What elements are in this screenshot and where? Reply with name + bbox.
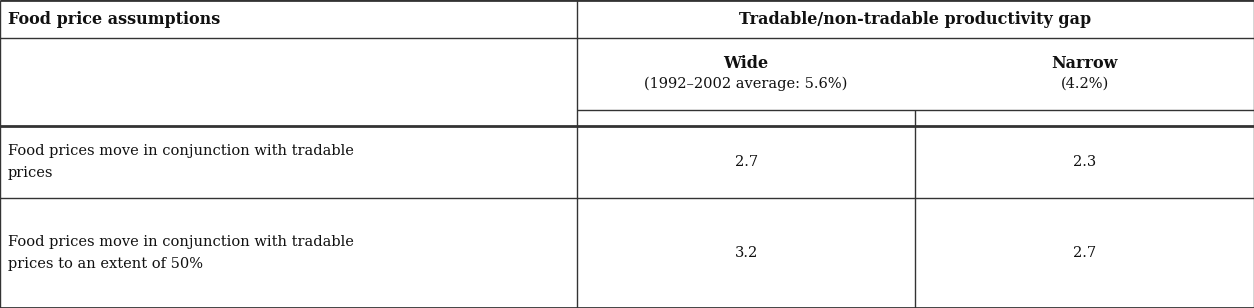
Text: Food prices move in conjunction with tradable: Food prices move in conjunction with tra…	[8, 235, 354, 249]
Text: prices to an extent of 50%: prices to an extent of 50%	[8, 257, 203, 271]
Text: 2.7: 2.7	[1073, 246, 1096, 260]
Text: 3.2: 3.2	[735, 246, 757, 260]
Text: Food price assumptions: Food price assumptions	[8, 10, 221, 27]
Text: Narrow: Narrow	[1052, 55, 1117, 72]
Text: (1992–2002 average: 5.6%): (1992–2002 average: 5.6%)	[645, 77, 848, 91]
Text: Wide: Wide	[724, 55, 769, 72]
Text: 2.7: 2.7	[735, 155, 757, 169]
Text: prices: prices	[8, 166, 54, 180]
Text: 2.3: 2.3	[1073, 155, 1096, 169]
Text: Food prices move in conjunction with tradable: Food prices move in conjunction with tra…	[8, 144, 354, 158]
Text: Tradable/non-tradable productivity gap: Tradable/non-tradable productivity gap	[740, 10, 1091, 27]
Text: (4.2%): (4.2%)	[1061, 77, 1109, 91]
